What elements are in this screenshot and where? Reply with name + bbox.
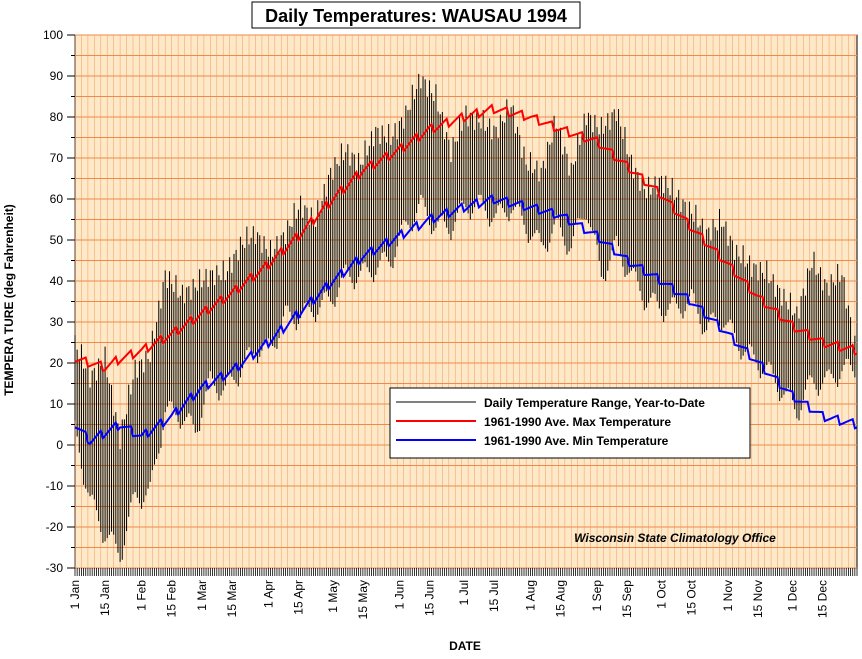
y-tick-label: 90 xyxy=(50,69,64,83)
x-tick-label: 1 Jan xyxy=(68,580,82,609)
y-tick-label: 30 xyxy=(50,315,64,329)
chart-title-box xyxy=(251,1,581,29)
x-tick-label: 1 Sep xyxy=(590,580,604,612)
x-tick-label: 1 Nov xyxy=(721,580,735,611)
y-tick-label: 50 xyxy=(50,233,64,247)
x-tick-label: 15 Apr xyxy=(291,580,305,615)
y-tick-label: 60 xyxy=(50,192,64,206)
legend: Daily Temperature Range, Year-to-Date 19… xyxy=(389,387,751,459)
y-tick-label: 0 xyxy=(56,438,63,452)
avg-max-line xyxy=(74,103,858,373)
y-tick-label: 40 xyxy=(50,274,64,288)
y-tick-label: -10 xyxy=(46,479,64,493)
legend-label-range: Daily Temperature Range, Year-to-Date xyxy=(484,396,705,410)
credit-text: Wisconsin State Climatology Office xyxy=(574,531,776,545)
x-tick-label: 15 Oct xyxy=(685,579,699,615)
x-tick-label: 15 Nov xyxy=(751,580,765,618)
chart-title: Daily Temperatures: WAUSAU 1994 xyxy=(265,6,567,26)
legend-label-min: 1961-1990 Ave. Min Temperature xyxy=(484,434,669,448)
x-tick-label: 1 Jun xyxy=(392,580,406,609)
x-tick-label: 15 May xyxy=(356,580,370,619)
x-tick-label: 1 Feb xyxy=(135,580,149,611)
y-axis-title: TEMPERA TURE (deg Fahrenheit) xyxy=(2,204,16,396)
x-axis-title: DATE xyxy=(449,639,481,653)
x-tick-label: 15 Feb xyxy=(165,580,179,618)
y-tick-label: 100 xyxy=(43,28,63,42)
legend-label-max: 1961-1990 Ave. Max Temperature xyxy=(484,415,671,429)
x-tick-label: 1 Mar xyxy=(195,580,209,611)
x-tick-label: 1 Apr xyxy=(261,580,275,608)
y-tick-label: -30 xyxy=(46,561,64,575)
y-tick-label: 70 xyxy=(50,151,64,165)
x-tick-label: 1 Dec xyxy=(786,580,800,611)
y-tick-label: 80 xyxy=(50,110,64,124)
y-tick-label: 10 xyxy=(50,397,64,411)
x-tick-label: 15 Dec xyxy=(816,580,830,618)
x-tick-label: 1 May xyxy=(326,580,340,613)
x-tick-label: 15 Mar xyxy=(225,580,239,617)
legend-box xyxy=(389,387,751,459)
avg-min-line xyxy=(74,193,858,446)
x-tick-label: 1 Aug xyxy=(523,580,537,611)
x-tick-label: 1 Oct xyxy=(655,579,669,608)
x-tick-label: 15 Jan xyxy=(98,580,112,616)
y-tick-label: -20 xyxy=(46,520,64,534)
x-tick-label: 15 Sep xyxy=(620,580,634,618)
x-tick-label: 15 Jun xyxy=(422,580,436,616)
x-tick-label: 15 Aug xyxy=(554,580,568,617)
x-tick-label: 15 Jul xyxy=(487,580,501,612)
x-tick-label: 1 Jul xyxy=(457,580,471,605)
y-tick-label: 20 xyxy=(50,356,64,370)
